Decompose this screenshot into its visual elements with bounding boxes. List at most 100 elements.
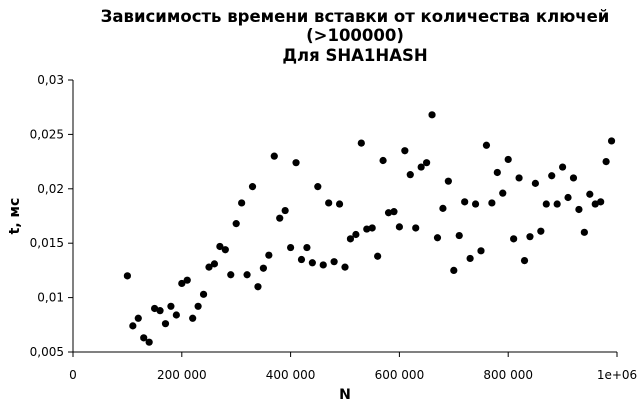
point — [183, 276, 191, 284]
point — [172, 311, 180, 319]
point — [123, 272, 131, 280]
point — [471, 200, 480, 208]
point — [433, 234, 442, 242]
point — [520, 257, 529, 265]
point — [591, 200, 599, 208]
point — [210, 260, 219, 268]
point — [504, 155, 512, 164]
point — [477, 247, 485, 255]
point — [259, 264, 267, 272]
point — [515, 174, 523, 182]
point — [466, 254, 474, 263]
point — [129, 322, 137, 330]
chart-title: Зависимость времени вставки от количеств… — [101, 7, 610, 26]
point — [297, 255, 306, 264]
y-tick-label: 0,015 — [30, 236, 64, 250]
point — [335, 200, 344, 208]
x-tick-label: 0 — [69, 368, 77, 382]
point — [281, 206, 289, 215]
point — [265, 251, 273, 259]
point — [493, 168, 501, 177]
chart-title: (>100000) — [306, 26, 404, 45]
x-tick-label: 600 000 — [375, 368, 425, 382]
point — [227, 271, 235, 279]
x-tick-label: 200 000 — [157, 368, 207, 382]
point — [406, 171, 414, 179]
point — [308, 259, 316, 267]
point — [325, 199, 333, 207]
point — [580, 228, 588, 236]
point — [586, 190, 594, 198]
point — [531, 179, 540, 187]
point — [248, 183, 257, 191]
point — [189, 314, 197, 322]
point — [379, 156, 387, 165]
point — [287, 243, 295, 252]
point — [292, 159, 300, 167]
point — [156, 307, 164, 315]
point — [461, 198, 469, 206]
point — [346, 235, 355, 243]
point — [368, 224, 376, 232]
point — [526, 233, 534, 241]
point — [564, 193, 572, 202]
point — [553, 200, 561, 208]
point — [488, 199, 496, 207]
point — [444, 177, 452, 185]
x-axis-label: N — [339, 387, 351, 403]
point — [412, 224, 420, 232]
point — [178, 279, 186, 288]
point — [597, 198, 605, 206]
point — [559, 163, 567, 171]
point — [216, 242, 224, 251]
y-tick-label: 0,01 — [37, 291, 64, 305]
y-tick-label: 0,025 — [30, 127, 64, 141]
y-tick-label: 0,03 — [37, 73, 64, 87]
point — [423, 159, 431, 167]
point — [401, 147, 409, 155]
point — [319, 261, 327, 269]
point — [238, 199, 246, 207]
point — [151, 304, 159, 313]
point — [537, 227, 545, 235]
point — [205, 263, 213, 271]
x-tick-label: 400 000 — [266, 368, 316, 382]
point — [428, 111, 436, 119]
point — [357, 139, 365, 147]
point — [363, 225, 371, 233]
point — [303, 243, 311, 252]
point — [374, 252, 382, 260]
point — [455, 231, 463, 240]
point — [450, 266, 458, 274]
point — [548, 172, 556, 180]
point — [221, 246, 229, 254]
point — [569, 174, 578, 182]
point — [499, 189, 507, 197]
chart-title: Для SHA1HASH — [282, 46, 427, 65]
x-tick-label: 800 000 — [483, 368, 533, 382]
point — [390, 208, 398, 216]
y-axis-label: t, мс — [7, 198, 23, 235]
point — [602, 158, 610, 166]
point — [232, 220, 240, 228]
point — [161, 320, 170, 328]
point — [482, 141, 491, 149]
point — [330, 258, 338, 266]
point — [270, 152, 278, 160]
point — [140, 334, 148, 342]
point — [254, 283, 262, 291]
point — [417, 163, 425, 171]
point — [510, 235, 518, 243]
point — [439, 204, 447, 212]
point — [575, 205, 583, 214]
y-tick-label: 0,005 — [30, 345, 64, 359]
point — [395, 223, 403, 231]
point — [352, 230, 360, 239]
point — [341, 263, 349, 271]
point — [607, 137, 616, 145]
x-tick-label: 1e+06 — [597, 368, 637, 382]
point — [194, 302, 202, 310]
point — [314, 183, 322, 191]
y-tick-label: 0,02 — [37, 182, 64, 196]
